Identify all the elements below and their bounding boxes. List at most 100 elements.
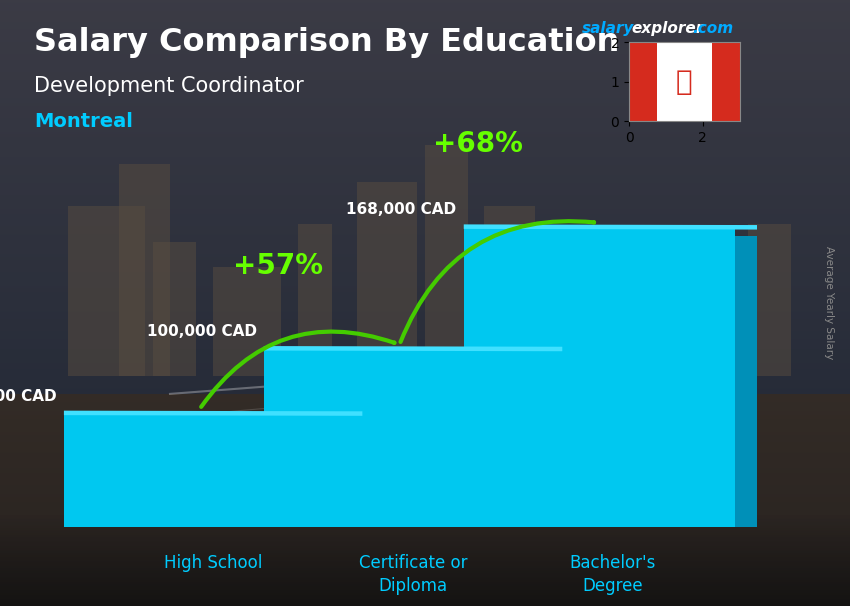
Bar [0,417,850,418]
Bar [0,561,850,562]
Bar [264,348,536,527]
Bar [0,208,850,209]
Bar [0,172,850,174]
Bar [0,85,850,86]
Bar [0,481,850,482]
Bar [0,349,850,351]
Bar [0,251,850,252]
Text: salary: salary [582,21,635,36]
Bar [0,94,850,95]
Bar [0,556,850,557]
Bar [0,31,850,32]
Bar [0,174,850,175]
Bar [0,509,850,510]
Bar [0,411,850,412]
Bar [0,491,850,493]
Bar [0,401,850,402]
Bar [0,565,850,566]
Bar [0,180,850,182]
Bar [0,532,850,533]
Bar [0,151,850,152]
Bar [0,465,850,466]
Bar [0,396,850,397]
Bar [0,508,850,509]
Bar [0,45,850,46]
Bar [0,395,850,396]
Bar [0,562,850,563]
Bar [0,322,850,323]
Bar [0,286,850,288]
Bar [0,348,850,349]
Bar [0,265,850,266]
Bar [0,186,850,188]
Bar [0,235,850,237]
Bar [0,454,850,455]
Bar [0,376,850,377]
Bar [0,152,850,154]
Bar [0,427,850,428]
Bar [0,479,850,480]
Bar [0,531,850,532]
Bar [0,63,850,65]
Bar [0,426,850,427]
Bar [0,65,850,66]
Bar [0,11,850,12]
Bar [0,574,850,575]
Bar [0,214,850,215]
Bar [0,559,850,561]
Bar [735,236,762,527]
Bar [0,416,850,417]
Bar [0,468,850,469]
Bar [0,360,850,362]
Bar [0,464,850,465]
Bar [0,231,850,232]
Bar [0,550,850,551]
Bar [0,357,850,359]
Bar [0,474,850,475]
Bar [0,317,850,319]
Bar [0,182,850,183]
Bar [0,25,850,26]
Bar [0,604,850,606]
Bar [0,205,850,206]
Bar [0,92,850,94]
Bar [0,590,850,591]
Bar [0,584,850,585]
Bar [0,117,850,119]
Bar [0,531,850,533]
Bar [0,325,850,326]
Bar [0,503,850,504]
Polygon shape [64,411,362,416]
Bar [0,294,850,296]
Bar [0,414,850,415]
Bar [0,139,850,140]
Bar [0,537,850,539]
Bar [0,496,850,497]
Bar [0,119,850,120]
Bar [0,584,850,586]
Bar [0,530,850,531]
Bar [0,142,850,143]
Bar [0,495,850,496]
Text: 168,000 CAD: 168,000 CAD [347,202,456,217]
Bar [0,252,850,254]
Bar [0,302,850,303]
Bar [0,23,850,25]
Bar [0,77,850,78]
Bar [0,400,850,401]
Bar [0,438,850,439]
Bar [0,149,850,151]
Bar [0,544,850,546]
Bar [0,388,850,389]
Bar [0,597,850,599]
Bar [0,601,850,602]
Bar [0,575,850,577]
Bar [0,419,850,421]
Bar [0,460,850,461]
Bar [0,489,850,490]
Bar [0,157,850,159]
Bar [0,530,850,531]
Bar [0,271,850,272]
Bar [0,69,850,71]
Bar [0,494,850,495]
